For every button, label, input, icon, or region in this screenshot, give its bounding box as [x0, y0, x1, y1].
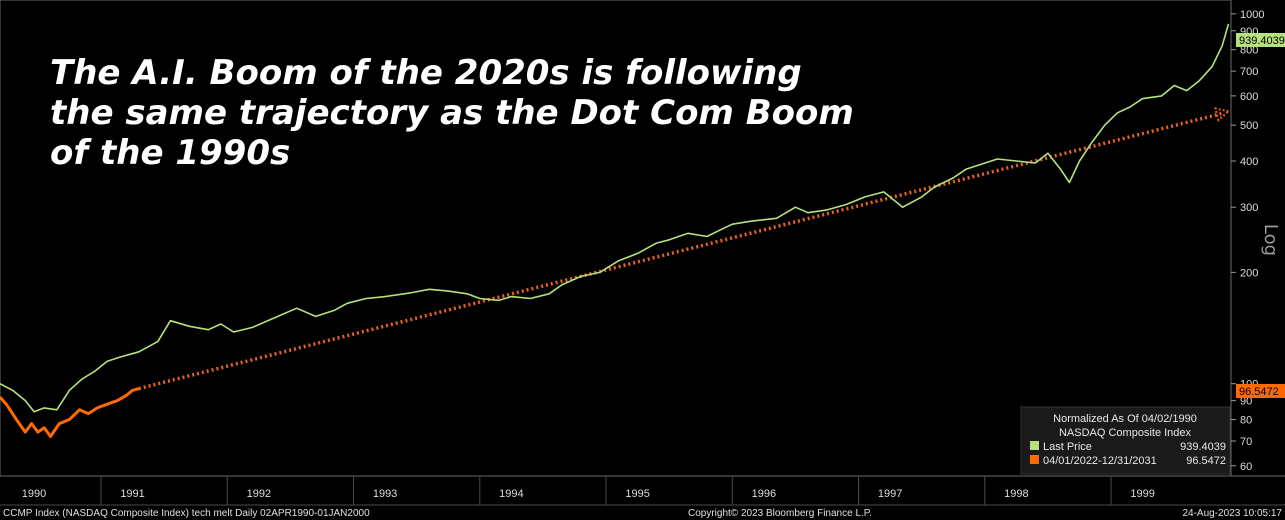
legend-box: [1020, 406, 1231, 475]
legend-value-projection: 96.5472: [1186, 455, 1226, 467]
projection-badge-bg: [1236, 384, 1285, 398]
projection-badge-value: 96.5472: [1239, 386, 1279, 398]
x-tick-label: 1996: [752, 488, 776, 500]
y-tick-label: 70: [1240, 436, 1252, 448]
title-line-2: the same trajectory as the Dot Com Boom: [50, 93, 854, 133]
footer-timestamp: 24-Aug-2023 10:05:17: [1182, 508, 1282, 519]
x-tick-label: 1993: [373, 488, 397, 500]
x-tick-label: 1998: [1004, 488, 1028, 500]
x-tick-label: 1999: [1130, 488, 1154, 500]
footer-left: CCMP Index (NASDAQ Composite Index) tech…: [3, 508, 370, 519]
legend: Normalized As Of 04/02/1990 NASDAQ Compo…: [1020, 406, 1231, 475]
legend-label-last-price: Last Price: [1043, 441, 1092, 453]
y-tick-label: 1000: [1240, 9, 1264, 21]
x-tick-label: 1992: [247, 488, 271, 500]
legend-label-projection: 04/01/2022-12/31/2031: [1043, 455, 1157, 467]
x-tick-label: 1997: [878, 488, 902, 500]
y-axis: 607080901002003004005006007008009001000: [1231, 9, 1264, 473]
series-line-projection: [0, 387, 140, 438]
series-layer: [0, 23, 1231, 438]
y-tick-label: 800: [1240, 45, 1258, 57]
y-tick-label: 200: [1240, 267, 1258, 279]
y-tick-label: 500: [1240, 120, 1258, 132]
y-tick-label: 80: [1240, 415, 1252, 427]
x-tick-label: 1990: [22, 488, 46, 500]
y-tick-label: 700: [1240, 66, 1258, 78]
x-tick-label: 1994: [499, 488, 523, 500]
series-line-last-price: [0, 23, 1230, 413]
last-price-badge-bg: [1236, 33, 1285, 47]
x-tick-label: 1991: [120, 488, 144, 500]
log-scale-label: Log: [1260, 224, 1281, 256]
legend-header-normalized: Normalized As Of 04/02/1990: [1053, 413, 1197, 425]
title-line-1: The A.I. Boom of the 2020s is following: [50, 53, 802, 93]
trend-projection-arrowhead: [1213, 107, 1231, 122]
legend-swatch-projection: [1030, 455, 1039, 464]
chart-title: The A.I. Boom of the 2020s is following …: [50, 53, 854, 173]
y-tick-label: 600: [1240, 91, 1258, 103]
x-axis: 1990 1991 1992 1993 1994 1995 1996 1997 1998 1999: [22, 488, 1155, 500]
y-tick-label: 300: [1240, 202, 1258, 214]
plot-frame: [0, 0, 1232, 477]
projection-badge: 96.5472: [1236, 384, 1285, 398]
last-price-badge-value: 939.4039: [1239, 35, 1285, 47]
y-tick-label: 400: [1240, 156, 1258, 168]
x-grid: [100, 476, 1112, 505]
footer-copyright: Copyright© 2023 Bloomberg Finance L.P.: [688, 508, 872, 519]
y-tick-label: 90: [1240, 396, 1252, 408]
legend-swatch-last-price: [1030, 441, 1039, 450]
y-tick-label: 60: [1240, 461, 1252, 473]
legend-header-index: NASDAQ Composite Index: [1059, 427, 1192, 439]
last-price-badge: 939.4039: [1236, 33, 1285, 47]
title-line-3: of the 1990s: [50, 133, 290, 173]
trend-projection-line: [138, 111, 1223, 391]
x-tick-label: 1995: [625, 488, 649, 500]
legend-value-last-price: 939.4039: [1180, 441, 1226, 453]
